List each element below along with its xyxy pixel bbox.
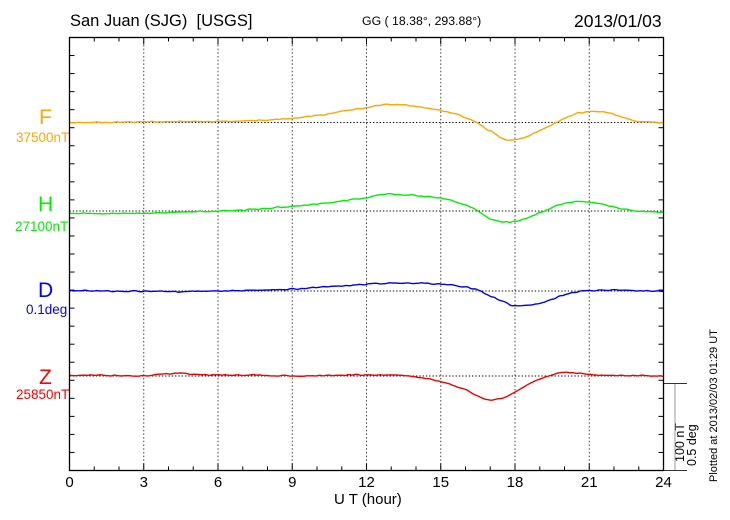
svg-text:21: 21 — [581, 474, 598, 491]
svg-text:9: 9 — [288, 474, 296, 491]
svg-text:15: 15 — [432, 474, 449, 491]
svg-text:3: 3 — [140, 474, 148, 491]
svg-text:0: 0 — [65, 474, 73, 491]
svg-text:6: 6 — [214, 474, 222, 491]
svg-text:18: 18 — [507, 474, 524, 491]
svg-text:12: 12 — [358, 474, 375, 491]
svg-text:24: 24 — [655, 474, 672, 491]
